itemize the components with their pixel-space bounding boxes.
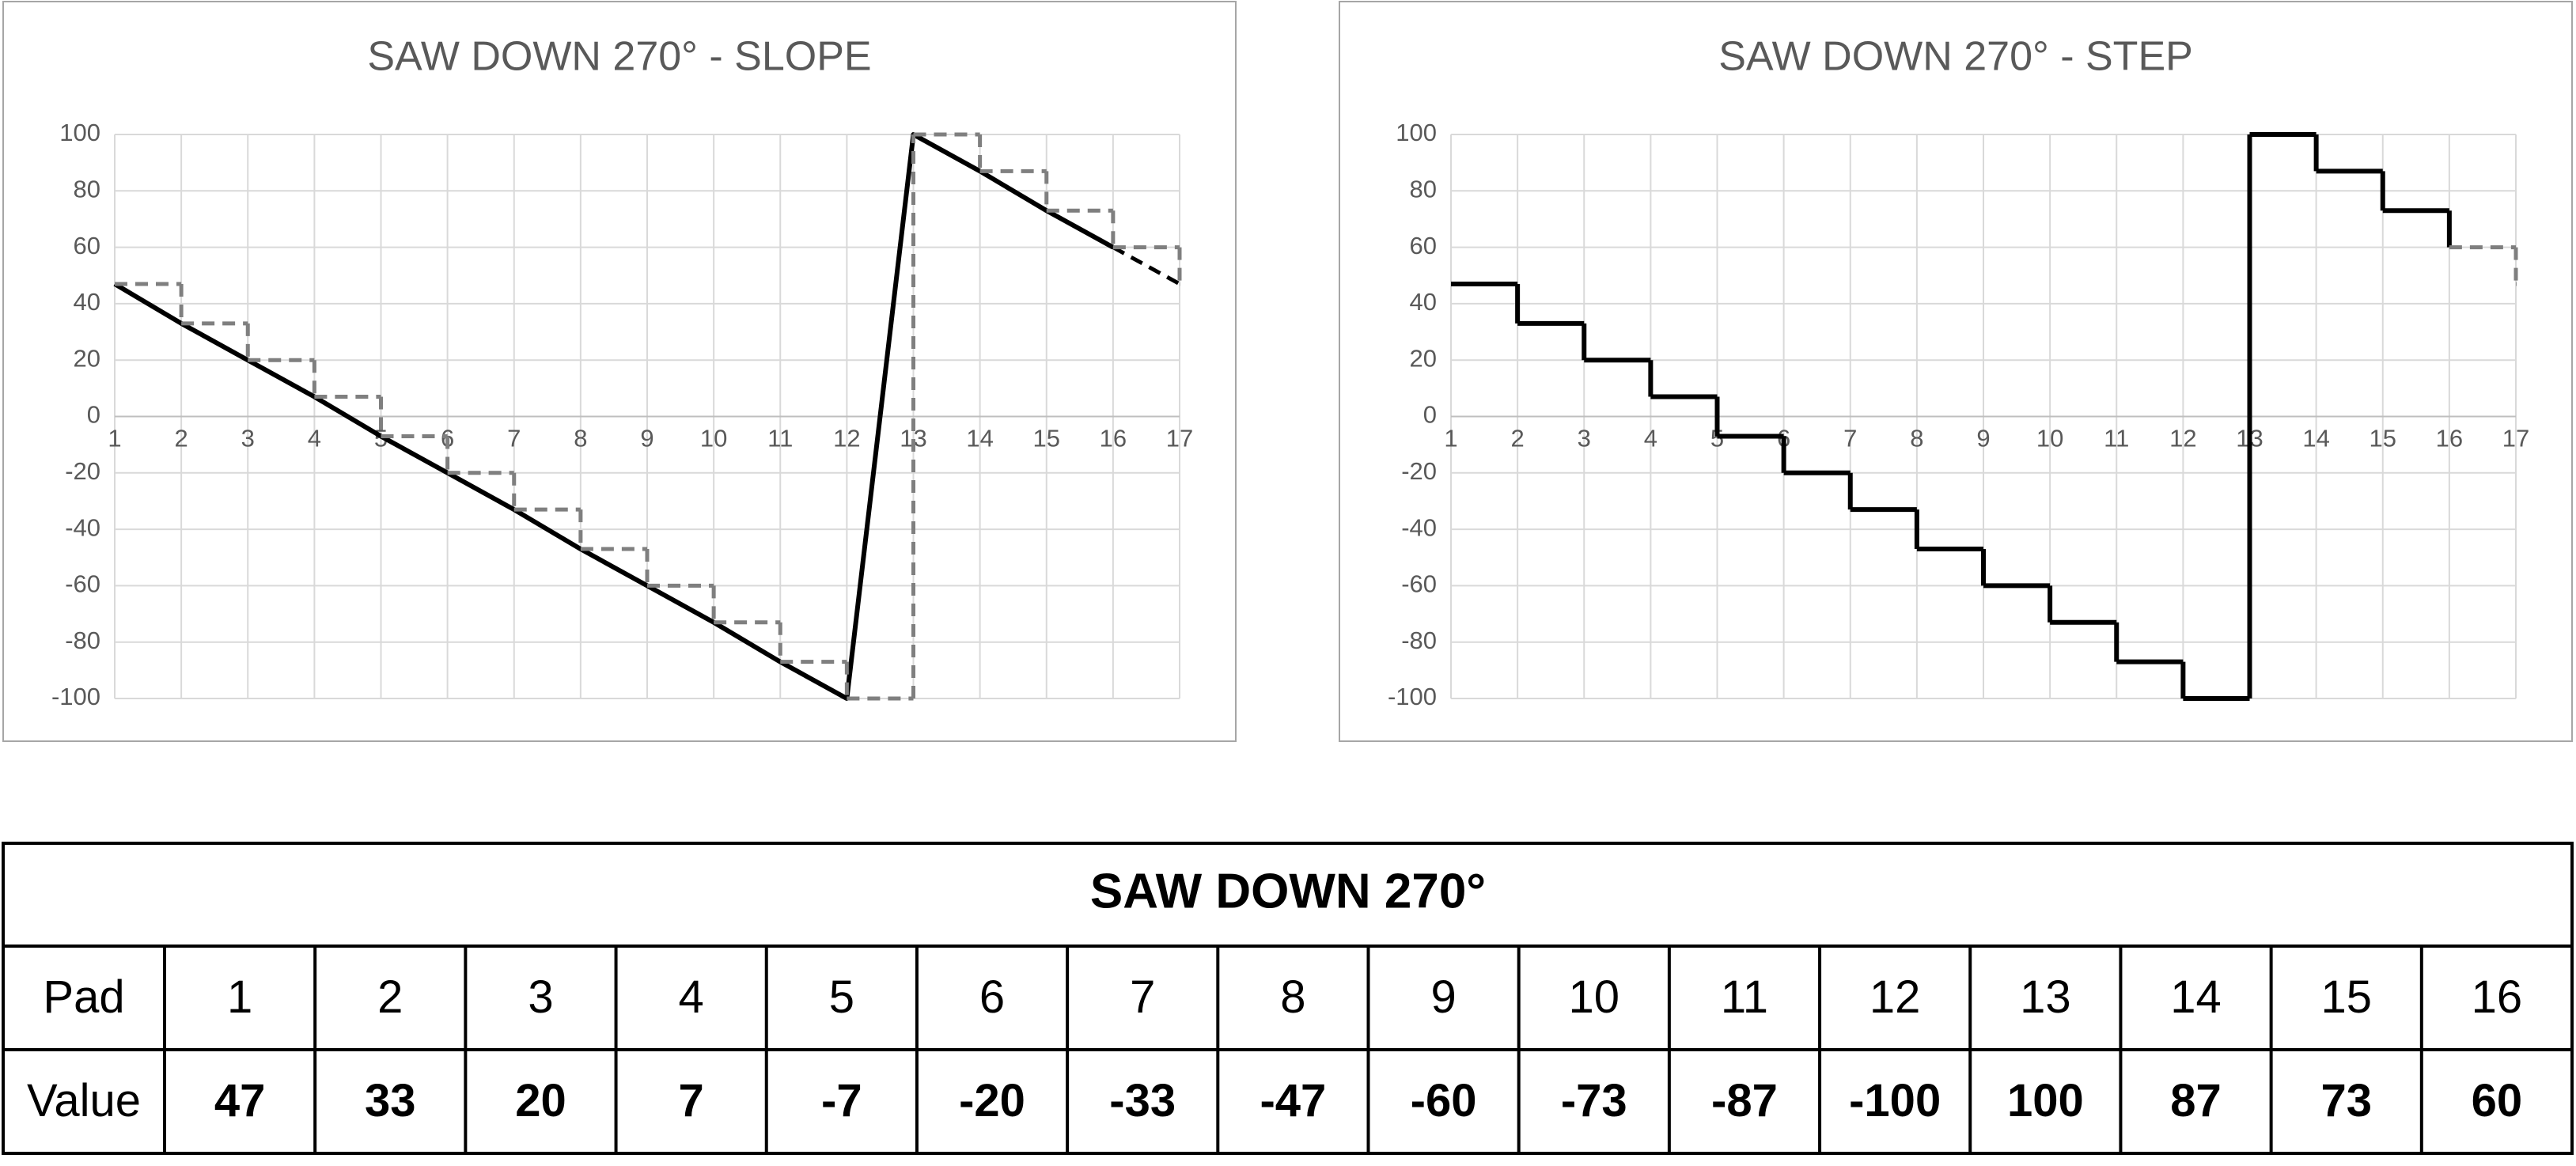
x-tick-label: 7 [507,425,521,452]
y-tick-label: 60 [1410,232,1437,259]
x-tick-label: 2 [175,425,188,452]
y-tick-label: -100 [1388,683,1437,710]
x-tick-label: 9 [1976,425,1990,452]
y-tick-label: -60 [1401,570,1437,598]
y-tick-label: 80 [74,175,100,203]
y-tick-label: -80 [65,627,100,654]
table-cell: Pad [43,971,124,1023]
x-tick-label: 12 [833,425,860,452]
y-tick-label: -20 [1401,457,1437,485]
x-tick-label: 3 [241,425,255,452]
chart-frame [2,1,1237,742]
table-cell: 15 [2320,971,2372,1023]
y-tick-label: 80 [1410,175,1437,203]
table-cell: 33 [365,1075,416,1126]
table-cell: 12 [1869,971,1921,1023]
table-cell: -60 [1411,1075,1477,1126]
x-tick-label: 7 [1843,425,1857,452]
table-cell: 10 [1569,971,1620,1023]
table-cell: 13 [2020,971,2071,1023]
y-tick-label: 100 [59,119,100,146]
table-cell: -7 [821,1075,862,1126]
table-cell: -100 [1849,1075,1941,1126]
table-cell: -33 [1109,1075,1176,1126]
table-cell: 20 [515,1075,566,1126]
x-tick-label: 3 [1578,425,1591,452]
table-cell: 87 [2170,1075,2222,1126]
x-tick-label: 9 [640,425,653,452]
chart-frame [1339,1,2573,742]
series-line [1112,245,1181,286]
x-tick-label: 15 [2370,425,2396,452]
x-tick-label: 16 [1100,425,1127,452]
y-tick-label: 0 [1423,401,1437,429]
x-tick-label: 12 [2169,425,2196,452]
y-tick-label: 20 [1410,344,1437,372]
y-tick-label: -100 [51,683,100,710]
table-cell: 7 [1130,971,1155,1023]
x-tick-label: 2 [1511,425,1525,452]
x-tick-label: 11 [2104,425,2129,452]
table-cell: 73 [2320,1075,2372,1126]
table-cell: 11 [1721,971,1768,1023]
x-tick-label: 10 [700,425,727,452]
chart-title: SAW DOWN 270° - SLOPE [367,34,871,80]
table-cell: Value [27,1075,141,1126]
y-tick-label: -40 [65,513,100,541]
table-cell: 9 [1430,971,1456,1023]
table-cell: -87 [1711,1075,1778,1126]
x-tick-label: 14 [2302,425,2329,452]
x-tick-label: 16 [2436,425,2463,452]
table-cell: 2 [377,971,403,1023]
y-tick-label: -80 [1401,627,1437,654]
x-tick-label: 1 [108,425,121,452]
y-tick-label: 100 [1396,119,1437,146]
x-tick-label: 17 [1166,425,1193,452]
x-tick-label: 10 [2036,425,2063,452]
chart-title: SAW DOWN 270° - STEP [1718,34,2193,80]
table-cell: -47 [1260,1075,1326,1126]
table-title: SAW DOWN 270° [1090,864,1486,918]
table-cell: 100 [2007,1075,2084,1126]
table-cell: 14 [2170,971,2222,1023]
table-cell: -73 [1561,1075,1627,1126]
table-cell: 6 [979,971,1005,1023]
y-tick-label: 60 [74,232,100,259]
table-cell: 7 [679,1075,704,1126]
x-tick-label: 15 [1033,425,1060,452]
y-tick-label: 20 [74,344,100,372]
table-cell: 47 [214,1075,266,1126]
x-tick-label: 8 [1910,425,1923,452]
table-cell: -20 [959,1075,1025,1126]
table-cell: 4 [679,971,704,1023]
x-tick-label: 11 [767,425,793,452]
table-cell: 3 [528,971,553,1023]
x-tick-label: 4 [308,425,321,452]
y-tick-label: -20 [65,457,100,485]
table-cell: 1 [227,971,252,1023]
series-line [113,132,1115,701]
table-cell: 60 [2472,1075,2523,1126]
x-tick-label: 8 [574,425,587,452]
x-tick-label: 14 [966,425,993,452]
x-tick-label: 1 [1444,425,1457,452]
y-tick-label: -60 [65,570,100,598]
table-cell: 5 [829,971,854,1023]
x-tick-label: 4 [1644,425,1657,452]
table-frame [2,842,2574,1155]
x-tick-label: 17 [2502,425,2529,452]
table-cell: 8 [1280,971,1305,1023]
table-cell: 16 [2472,971,2523,1023]
y-tick-label: -40 [1401,513,1437,541]
y-tick-label: 0 [87,401,100,429]
y-tick-label: 40 [74,288,100,316]
y-tick-label: 40 [1410,288,1437,316]
